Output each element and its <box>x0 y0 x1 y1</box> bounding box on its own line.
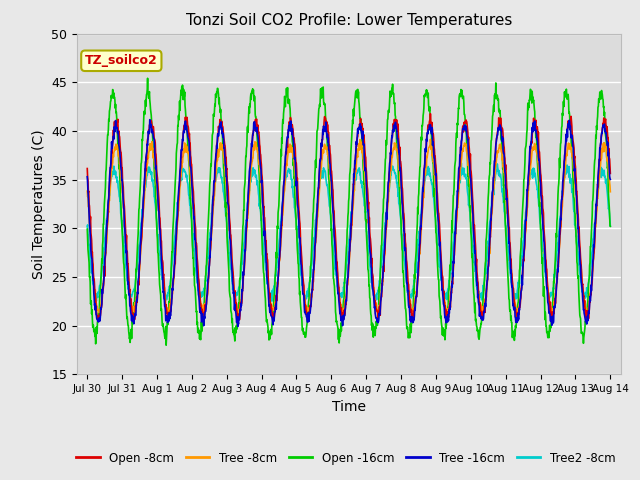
Text: TZ_soilco2: TZ_soilco2 <box>85 54 157 67</box>
X-axis label: Time: Time <box>332 400 366 414</box>
Y-axis label: Soil Temperatures (C): Soil Temperatures (C) <box>31 129 45 279</box>
Legend: Open -8cm, Tree -8cm, Open -16cm, Tree -16cm, Tree2 -8cm: Open -8cm, Tree -8cm, Open -16cm, Tree -… <box>71 447 620 469</box>
Title: Tonzi Soil CO2 Profile: Lower Temperatures: Tonzi Soil CO2 Profile: Lower Temperatur… <box>186 13 512 28</box>
